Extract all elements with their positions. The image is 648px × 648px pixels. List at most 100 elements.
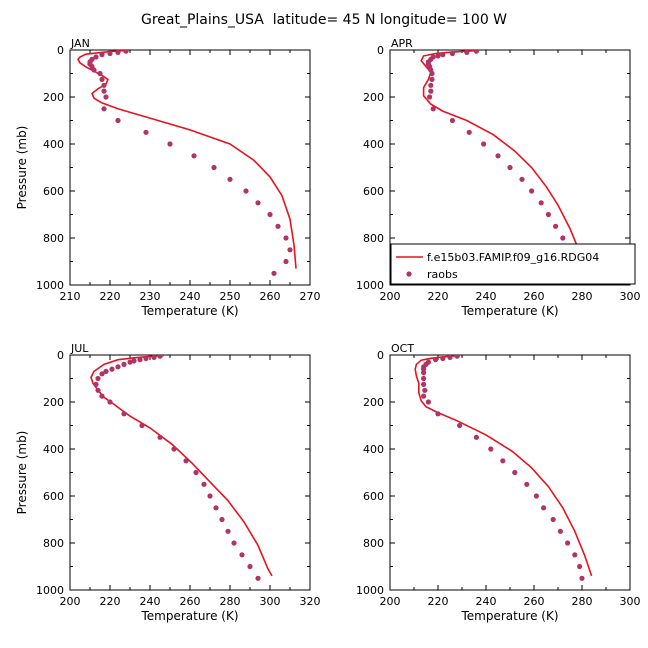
x-tick-label: 270 <box>300 290 321 303</box>
raobs-point <box>457 422 463 429</box>
x-axis-label: Temperature (K) <box>140 304 238 318</box>
y-tick-label: 600 <box>363 185 384 198</box>
raobs-point <box>143 355 149 362</box>
x-tick-label: 260 <box>180 595 201 608</box>
raobs-point <box>95 387 101 393</box>
raobs-point <box>103 368 109 374</box>
raobs-point <box>101 106 107 112</box>
x-tick-label: 240 <box>140 595 161 608</box>
raobs-point <box>449 50 455 57</box>
raobs-point <box>201 481 207 487</box>
raobs-point <box>93 381 99 387</box>
y-tick-label: 0 <box>57 44 64 57</box>
raobs-point <box>225 528 231 534</box>
raobs-point <box>533 493 540 499</box>
legend-box <box>390 243 636 285</box>
y-tick-label: 600 <box>363 490 384 503</box>
raobs-point <box>560 235 566 241</box>
series-group <box>90 355 273 581</box>
raobs-point <box>255 200 261 206</box>
raobs-point <box>171 446 177 452</box>
y-tick-label: 0 <box>377 44 384 57</box>
y-tick-label: 200 <box>43 396 64 409</box>
raobs-point <box>255 575 261 581</box>
y-tick-label: 400 <box>43 138 64 151</box>
raobs-point <box>428 82 434 88</box>
x-tick-label: 280 <box>572 595 593 608</box>
y-tick-label: 800 <box>43 232 64 245</box>
raobs-point <box>243 188 249 194</box>
raobs-point <box>121 411 127 417</box>
y-axis-label: Pressure (mb) <box>15 431 29 515</box>
raobs-point <box>167 141 173 147</box>
panel-label: JUL <box>70 342 89 355</box>
x-tick-label: 200 <box>380 290 401 303</box>
raobs-point <box>435 53 441 59</box>
raobs-point <box>550 516 556 523</box>
raobs-point <box>433 357 439 363</box>
x-tick-label: 220 <box>100 595 121 608</box>
x-tick-label: 260 <box>260 290 281 303</box>
raobs-point <box>239 552 245 558</box>
y-tick-label: 200 <box>363 396 384 409</box>
raobs-point <box>99 52 105 58</box>
x-tick-label: 320 <box>300 595 321 608</box>
raobs-point <box>464 50 470 55</box>
raobs-point <box>131 358 137 364</box>
raobs-point <box>512 469 518 476</box>
raobs-point <box>101 88 107 94</box>
raobs-point <box>577 563 583 570</box>
panel-label: JAN <box>70 37 90 50</box>
x-tick-label: 300 <box>620 290 641 303</box>
x-tick-label: 240 <box>476 290 497 303</box>
raobs-point <box>524 481 530 487</box>
x-tick-label: 240 <box>476 595 497 608</box>
series-group <box>420 50 590 276</box>
raobs-point <box>127 359 133 365</box>
raobs-point <box>91 67 97 73</box>
y-tick-label: 200 <box>43 91 64 104</box>
raobs-point <box>440 355 446 362</box>
x-tick-label: 230 <box>140 290 161 303</box>
raobs-point <box>97 70 103 77</box>
raobs-point <box>519 176 525 182</box>
x-tick-label: 200 <box>60 595 81 608</box>
raobs-point <box>466 129 472 135</box>
x-tick-label: 240 <box>180 290 201 303</box>
raobs-point <box>529 188 535 194</box>
series-group <box>414 355 593 581</box>
y-tick-label: 400 <box>363 443 384 456</box>
raobs-point <box>115 117 121 124</box>
raobs-point <box>572 552 578 558</box>
y-tick-label: 1000 <box>356 279 384 292</box>
raobs-point <box>545 211 552 218</box>
raobs-point <box>427 94 433 100</box>
x-tick-label: 200 <box>380 595 401 608</box>
raobs-point <box>422 387 428 393</box>
raobs-point <box>541 505 547 511</box>
raobs-point <box>481 141 487 147</box>
raobs-point <box>103 94 109 100</box>
raobs-point <box>428 88 434 94</box>
raobs-point <box>99 393 105 399</box>
raobs-point <box>157 355 163 359</box>
raobs-point <box>191 153 197 159</box>
raobs-point <box>449 117 455 124</box>
legend-model-label: f.e15b03.FAMIP.f09_g16.RDG04 <box>427 251 599 264</box>
legend-obs-swatch <box>406 271 412 277</box>
raobs-point <box>99 371 105 377</box>
raobs-point <box>557 528 564 534</box>
raobs-point <box>95 375 101 382</box>
x-axis-label: Temperature (K) <box>140 609 238 623</box>
x-tick-label: 250 <box>220 290 241 303</box>
raobs-point <box>421 375 427 382</box>
raobs-point <box>121 361 127 367</box>
raobs-point <box>435 411 441 417</box>
raobs-point <box>275 223 281 229</box>
x-tick-label: 220 <box>428 290 449 303</box>
raobs-point <box>137 357 143 363</box>
y-tick-label: 1000 <box>36 279 64 292</box>
raobs-point <box>287 247 293 253</box>
